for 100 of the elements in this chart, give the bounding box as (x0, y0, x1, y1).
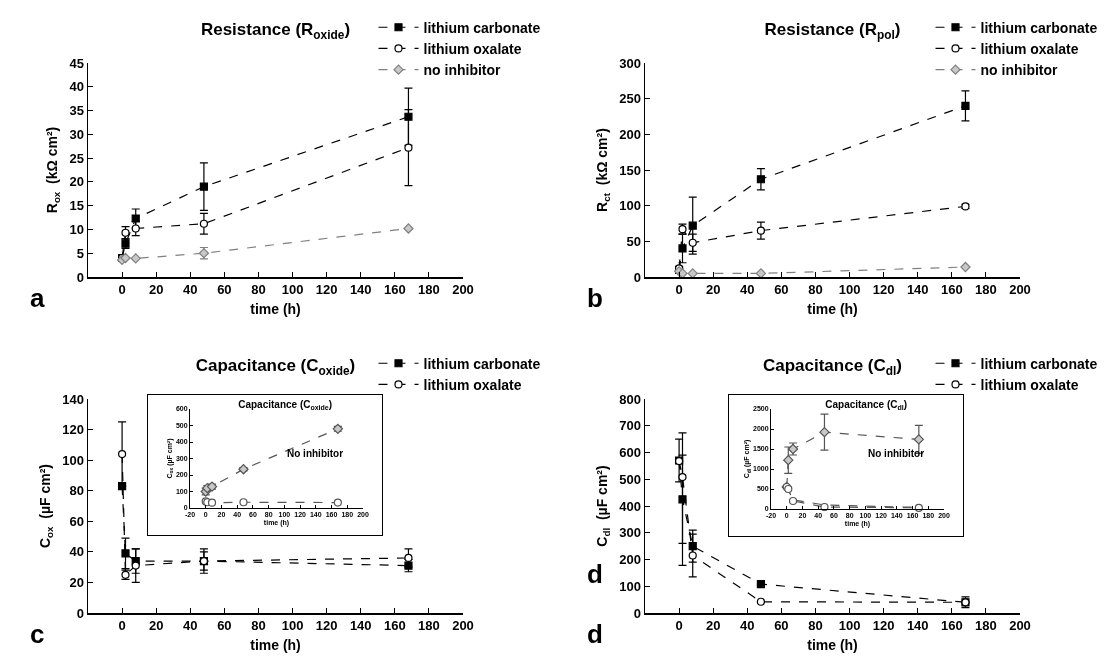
x-tick-label: 60 (774, 282, 789, 298)
legend-label: lithium oxalate (980, 376, 1079, 393)
x-tick-label: 140 (349, 618, 372, 634)
y-tick-label: 800 (619, 391, 641, 407)
chart-title: Resistance (R$_{pol}$) (764, 20, 901, 42)
x-tick-label: 200 (1009, 282, 1031, 298)
x-tick-label: 80 (808, 282, 823, 298)
x-tick-label: 200 (1009, 618, 1031, 634)
y-tick-label: 0 (76, 605, 84, 621)
y-tick-label: 25 (69, 150, 84, 166)
x-tick-label: 0 (118, 618, 126, 634)
chart-title: Resistance (R$_{oxide}$) (200, 20, 351, 42)
text: b (587, 283, 603, 313)
x-tick-label: 180 (975, 618, 997, 634)
x-tick-label: 160 (383, 618, 406, 634)
y-tick-label: 0 (633, 269, 641, 285)
x-tick-label: 80 (808, 618, 823, 634)
x-tick-label: 60 (774, 618, 789, 634)
legend-label: lithium oxalate (423, 40, 522, 57)
x-tick-label: 100 (281, 618, 304, 634)
x-tick-label: 0 (675, 618, 683, 634)
x-axis-title: time (h) (250, 637, 301, 654)
x-tick-label: 120 (872, 618, 895, 634)
y-tick-label: 50 (626, 233, 641, 249)
y-tick-label: 40 (69, 544, 84, 560)
y-tick-label: 700 (619, 418, 641, 434)
y-tick-label: 100 (619, 578, 641, 594)
y-tick-label: 300 (619, 525, 641, 541)
text: d (587, 559, 603, 589)
x-tick-label: 100 (281, 282, 304, 298)
x-tick-label: 80 (251, 618, 266, 634)
y-tick-label: 500 (619, 471, 641, 487)
x-tick-label: 40 (740, 282, 755, 298)
y-tick-label: 600 (619, 445, 641, 461)
y-tick-label: 10 (69, 221, 84, 237)
y-tick-label: 5 (76, 245, 84, 261)
x-tick-label: 100 (838, 282, 861, 298)
y-tick-label: 80 (69, 483, 84, 499)
x-tick-label: 140 (906, 282, 929, 298)
x-axis-title: time (h) (807, 637, 858, 654)
legend-label: lithium carbonate (423, 355, 541, 372)
y-tick-label: 15 (69, 198, 84, 214)
x-tick-label: 40 (740, 618, 755, 634)
x-tick-label: 200 (452, 618, 474, 634)
x-tick-label: 140 (906, 618, 929, 634)
y-tick-label: 0 (76, 269, 84, 285)
text: d (587, 619, 603, 649)
chart-title: Capacitance (C$_{oxide}$) (238, 398, 333, 411)
x-tick-label: 160 (940, 618, 963, 634)
annotation: No inhibitor (868, 448, 925, 459)
x-tick-label: 20 (705, 618, 721, 634)
y-tick-label: 400 (619, 498, 641, 514)
y-tick-label: 45 (69, 55, 84, 71)
y-tick-label: 200 (619, 552, 641, 568)
x-tick-label: 200 (452, 282, 474, 298)
x-tick-label: 160 (940, 282, 963, 298)
x-tick-label: 20 (705, 282, 721, 298)
x-tick-label: 0 (118, 282, 126, 298)
legend-label: lithium carbonate (980, 19, 1098, 36)
legend-label: lithium carbonate (423, 19, 541, 36)
y-tick-label: 140 (62, 391, 84, 407)
legend-label: lithium carbonate (980, 355, 1098, 372)
y-tick-label: 200 (619, 126, 641, 142)
x-axis-title: time (h) (807, 301, 858, 318)
x-tick-label: 180 (975, 282, 997, 298)
text: a (30, 283, 45, 313)
x-tick-label: 160 (383, 282, 406, 298)
y-tick-label: 40 (69, 79, 84, 95)
y-tick-label: 30 (69, 126, 84, 142)
x-tick-label: 60 (217, 618, 232, 634)
y-tick-label: 250 (619, 91, 641, 107)
x-tick-label: 20 (148, 618, 164, 634)
legend-label: lithium oxalate (423, 376, 522, 393)
x-tick-label: 100 (838, 618, 861, 634)
annotation: No inhibitor (287, 448, 344, 459)
x-tick-label: 80 (251, 282, 266, 298)
legend-label: no inhibitor (980, 62, 1059, 79)
x-tick-label: 0 (675, 282, 683, 298)
x-tick-label: 120 (315, 282, 338, 298)
x-tick-label: 180 (418, 282, 440, 298)
legend-label: no inhibitor (423, 62, 502, 79)
chart-title: Capacitance (C$_{oxide}$) (195, 356, 356, 378)
legend-label: lithium oxalate (980, 40, 1079, 57)
y-tick-label: 100 (62, 452, 84, 468)
text: c (30, 619, 45, 649)
chart-title: Capacitance (C$_{dl}$) (825, 398, 908, 411)
y-tick-label: 35 (69, 103, 84, 119)
x-axis-title: time (h) (250, 301, 301, 318)
y-tick-label: 100 (619, 198, 641, 214)
y-tick-label: 20 (69, 174, 84, 190)
x-tick-label: 120 (315, 618, 338, 634)
y-tick-label: 120 (62, 422, 84, 438)
y-tick-label: 300 (619, 55, 641, 71)
chart-title: Capacitance (C$_{dl}$) (762, 356, 903, 378)
y-tick-label: 150 (619, 162, 641, 178)
x-tick-label: 180 (418, 618, 440, 634)
y-tick-label: 0 (633, 605, 641, 621)
x-tick-label: 20 (148, 282, 164, 298)
x-tick-label: 140 (349, 282, 372, 298)
y-tick-label: 20 (69, 574, 84, 590)
